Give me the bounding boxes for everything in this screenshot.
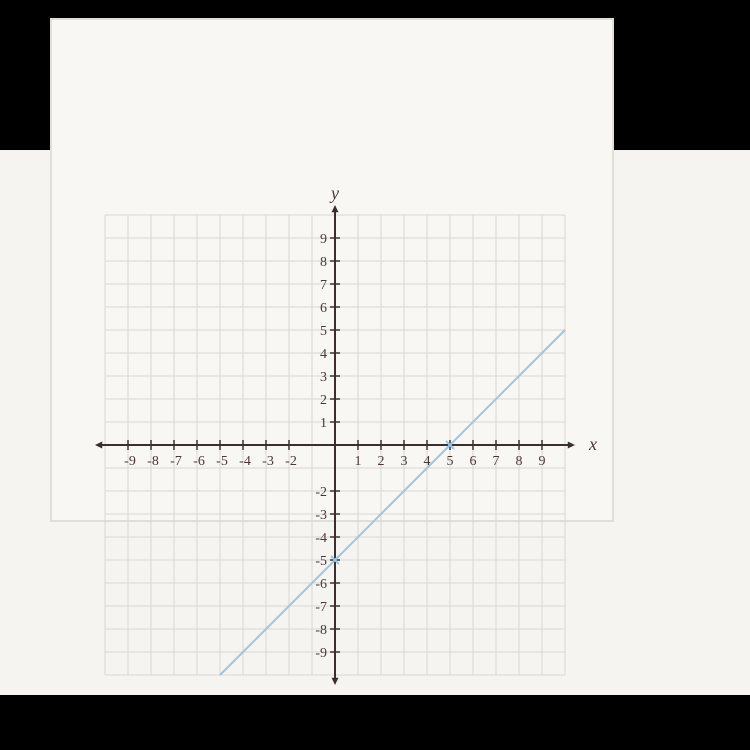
x-tick-label: 5 xyxy=(447,454,454,469)
x-tick-label: -6 xyxy=(193,454,205,469)
y-tick-label: 4 xyxy=(320,347,327,362)
x-tick-label: -2 xyxy=(285,454,297,469)
axis-arrowhead xyxy=(568,442,575,449)
axis-arrowhead xyxy=(332,205,339,212)
x-tick-label: -7 xyxy=(170,454,182,469)
y-tick-label: 3 xyxy=(320,370,327,385)
x-tick-label: -5 xyxy=(216,454,228,469)
x-tick-label: 4 xyxy=(424,454,431,469)
x-tick-label: 8 xyxy=(516,454,523,469)
plotted-line xyxy=(220,330,565,675)
y-tick-label: -4 xyxy=(315,531,327,546)
coordinate-plane: -9-8-7-6-5-4-3-2123456789-9-8-7-6-5-4-3-… xyxy=(75,190,575,650)
y-tick-label: 7 xyxy=(320,278,327,293)
y-tick-label: -6 xyxy=(315,577,327,592)
y-tick-label: 5 xyxy=(320,324,327,339)
axis-arrowhead xyxy=(332,678,339,685)
x-tick-label: -3 xyxy=(262,454,274,469)
x-tick-label: -4 xyxy=(239,454,251,469)
axis-arrowhead xyxy=(95,442,102,449)
x-tick-label: 7 xyxy=(493,454,500,469)
x-tick-label: -9 xyxy=(124,454,136,469)
x-tick-label: 6 xyxy=(470,454,477,469)
y-tick-label: -9 xyxy=(315,646,327,661)
y-tick-label: -2 xyxy=(315,485,327,500)
x-tick-label: 3 xyxy=(401,454,408,469)
y-tick-label: -8 xyxy=(315,623,327,638)
y-tick-label: -5 xyxy=(315,554,327,569)
x-tick-label: -8 xyxy=(147,454,159,469)
x-axis-label: x xyxy=(588,434,597,454)
y-tick-label: 2 xyxy=(320,393,327,408)
x-tick-label: 2 xyxy=(378,454,385,469)
y-tick-label: 8 xyxy=(320,255,327,270)
x-tick-label: 1 xyxy=(355,454,362,469)
y-axis-label: y xyxy=(329,190,339,203)
y-tick-label: -7 xyxy=(315,600,327,615)
y-tick-label: 1 xyxy=(320,416,327,431)
y-tick-label: 9 xyxy=(320,232,327,247)
y-tick-label: -3 xyxy=(315,508,327,523)
x-tick-label: 9 xyxy=(539,454,546,469)
y-tick-label: 6 xyxy=(320,301,327,316)
